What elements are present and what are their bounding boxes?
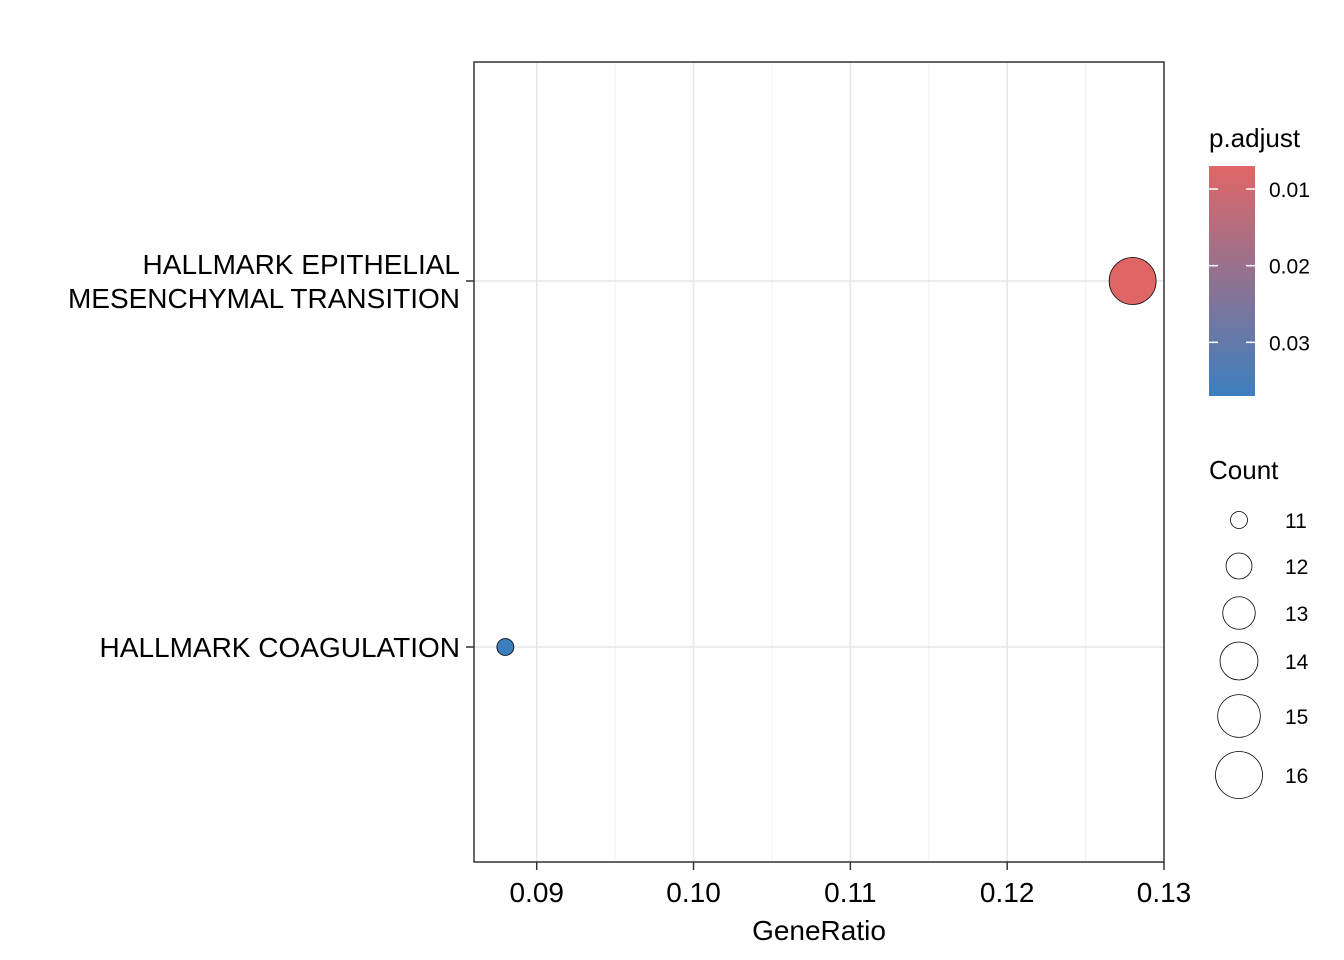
x-tick-label: 0.13	[1137, 877, 1192, 908]
size-legend-key	[1230, 511, 1248, 529]
size-legend-label: 14	[1285, 651, 1309, 674]
y-axis: HALLMARK EPITHELIAL MESENCHYMAL TRANSITIO…	[68, 249, 474, 663]
size-legend-label: 13	[1285, 603, 1308, 626]
x-tick-label: 0.12	[980, 877, 1035, 908]
y-tick-label: HALLMARK COAGULATION	[100, 632, 460, 663]
color-legend-label: 0.02	[1269, 256, 1310, 279]
size-legend-key	[1217, 694, 1261, 738]
color-legend: p.adjust 0.01 0.02 0.03	[1209, 123, 1310, 396]
data-point	[1108, 257, 1157, 305]
x-tick-label: 0.09	[509, 877, 564, 908]
size-legend-label: 16	[1285, 765, 1308, 788]
x-tick-label: 0.11	[824, 877, 876, 908]
size-legend-key	[1225, 552, 1253, 580]
color-legend-bar	[1209, 166, 1255, 396]
size-legend: Count 11 12 13 14 15 16	[1209, 455, 1309, 799]
x-axis: 0.09 0.10 0.11 0.12 0.13	[509, 862, 1191, 908]
y-tick-label: HALLMARK EPITHELIAL MESENCHYMAL TRANSITIO…	[68, 249, 460, 314]
size-legend-keys: 11 12 13 14 15 16	[1215, 510, 1309, 799]
color-legend-label: 0.01	[1269, 179, 1310, 202]
size-legend-key	[1222, 596, 1256, 630]
x-axis-title: GeneRatio	[752, 915, 886, 946]
size-legend-key	[1219, 641, 1259, 681]
size-legend-label: 12	[1285, 556, 1308, 579]
x-tick-label: 0.10	[666, 877, 721, 908]
size-legend-label: 11	[1285, 510, 1307, 533]
color-legend-title: p.adjust	[1209, 123, 1301, 153]
data-point	[496, 638, 515, 656]
size-legend-title: Count	[1209, 455, 1279, 485]
color-legend-label: 0.03	[1269, 332, 1310, 355]
data-points	[496, 257, 1157, 656]
color-legend-ticks: 0.01 0.02 0.03	[1209, 179, 1310, 355]
plot-panel	[474, 62, 1164, 862]
size-legend-key	[1215, 751, 1263, 799]
plot-panel-border	[473, 61, 1165, 863]
grid-lines	[474, 62, 1164, 862]
size-legend-label: 15	[1285, 706, 1308, 729]
